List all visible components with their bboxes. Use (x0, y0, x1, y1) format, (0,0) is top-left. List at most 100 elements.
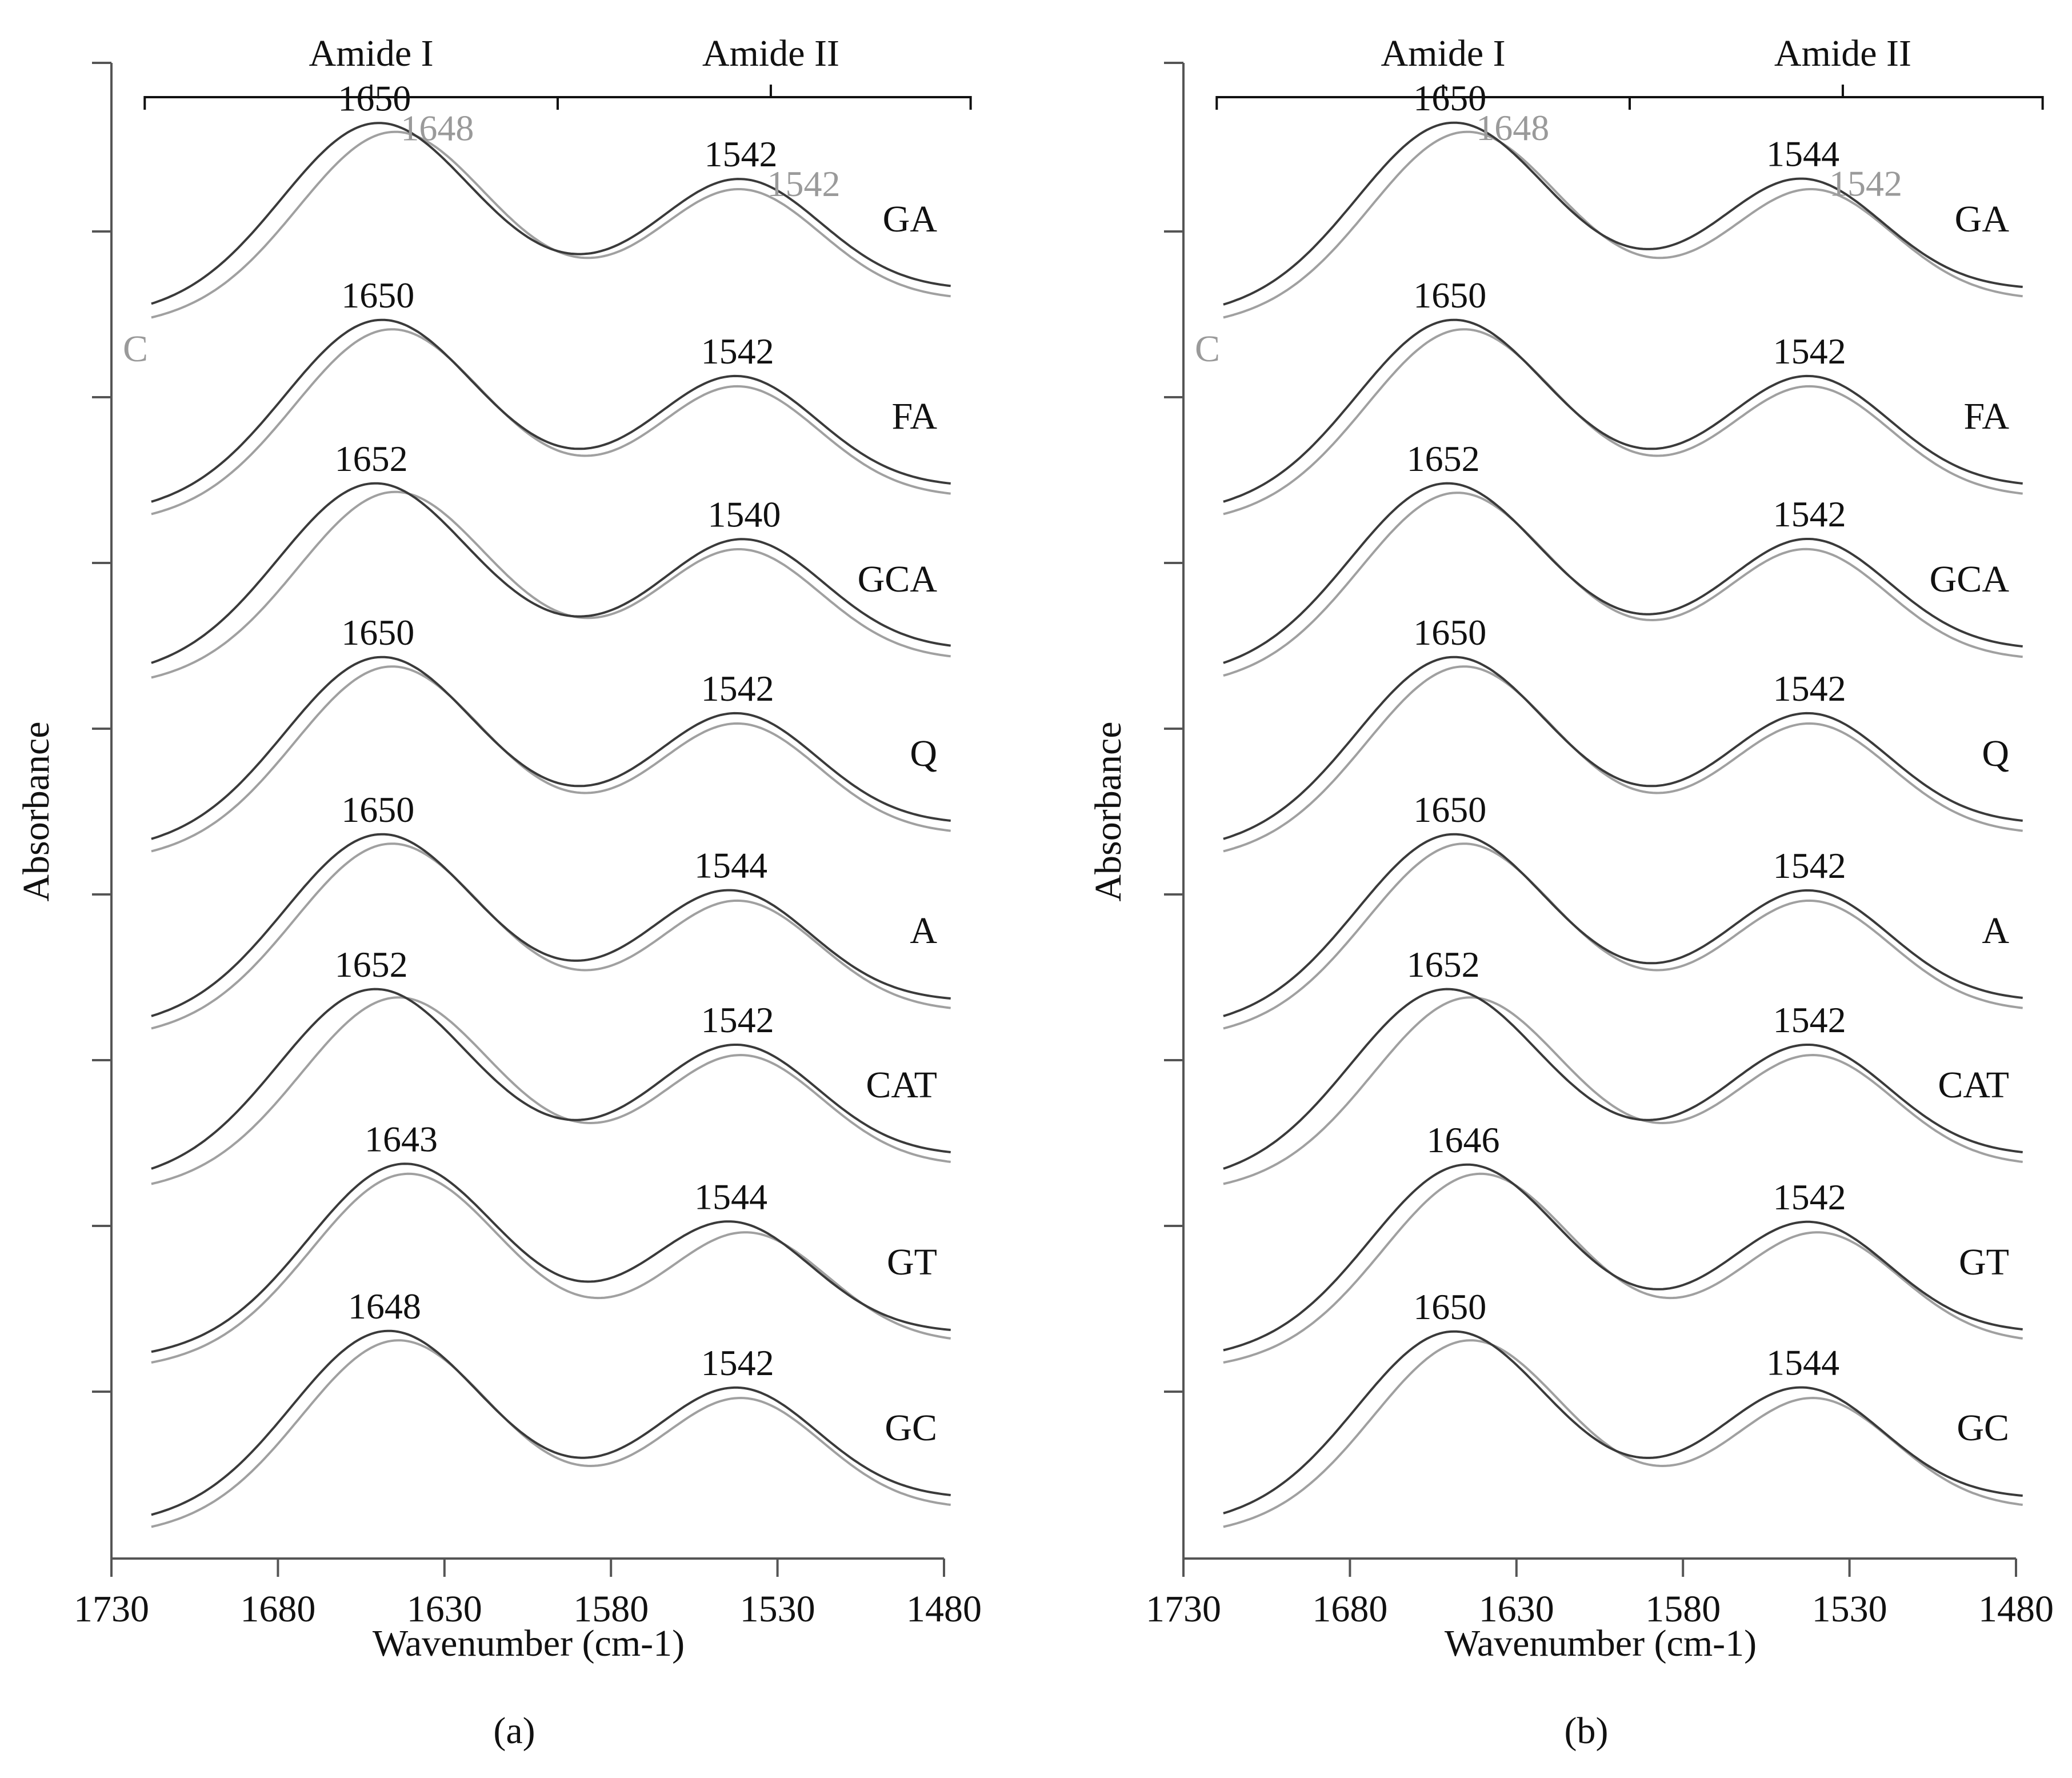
control-amide-I-peak-label: 1648 (401, 107, 474, 148)
sample-spectrum (151, 1162, 951, 1353)
control-spectrum (151, 842, 951, 1030)
trace-gt: GT 1646 1542 (1223, 1120, 2023, 1364)
region-bracket (1628, 96, 2044, 110)
control-spectrum (151, 328, 951, 516)
amide-I-peak-label: 1652 (335, 438, 408, 479)
trace-q: Q 1650 1542 (151, 612, 951, 853)
x-tick-label: 1480 (1978, 1588, 2054, 1630)
trace-ga: GA 1650 1542 1648 1542 (151, 78, 951, 319)
sample-spectrum (1223, 482, 2023, 664)
control-spectrum (1223, 665, 2023, 853)
amide-II-peak-label: 1542 (701, 331, 774, 371)
control-marker: C (123, 328, 148, 370)
trace-cat: CAT 1652 1542 (1223, 944, 2023, 1185)
sample-label: FA (1964, 395, 2010, 437)
amide-II-peak-label: 1542 (1773, 331, 1846, 371)
x-tick-label: 1530 (740, 1588, 815, 1630)
sample-spectrum (151, 318, 951, 503)
amide-II-peak-label: 1544 (1766, 1343, 1839, 1383)
x-tick-label: 1730 (1146, 1588, 1221, 1630)
control-spectrum (151, 1172, 951, 1364)
amide-I-peak-label: 1648 (348, 1286, 421, 1326)
x-tick-label: 1480 (906, 1588, 982, 1630)
amide-I-peak-label: 1650 (1413, 789, 1486, 830)
amide-I-peak-label: 1650 (1413, 275, 1486, 315)
panel-a: 1730 1680 1630 1580 1530 1480 Wavenumber (cm-1… (15, 33, 982, 1752)
amide-II-peak-label: 1542 (1773, 1177, 1846, 1217)
region-label: Amide I (1381, 33, 1506, 74)
sample-label: GC (885, 1407, 937, 1449)
sample-label: Q (910, 733, 937, 774)
amide-II-peak-label: 1542 (701, 1000, 774, 1040)
sample-label: GCA (858, 558, 938, 600)
trace-fa: FA 1650 1542 (151, 275, 951, 516)
trace-gt: GT 1643 1544 (151, 1119, 951, 1364)
trace-gca: GCA 1652 1542 (1223, 438, 2023, 677)
amide-I-peak-label: 1650 (338, 78, 411, 118)
control-spectrum (1223, 328, 2023, 516)
control-amide-II-peak-label: 1542 (1829, 163, 1902, 204)
control-amide-II-peak-label: 1542 (767, 163, 840, 204)
control-spectrum (1223, 842, 2023, 1030)
amide-II-peak-label: 1542 (701, 1343, 774, 1383)
amide-I-peak-label: 1652 (335, 944, 408, 985)
control-spectrum (1223, 1172, 2023, 1364)
control-spectrum (1223, 1339, 2023, 1528)
sample-spectrum (1223, 121, 2023, 306)
trace-fa: FA 1650 1542 (1223, 275, 2023, 516)
trace-q: Q 1650 1542 (1223, 612, 2023, 853)
amide-I-peak-label: 1650 (1413, 1286, 1486, 1327)
amide-I-peak-label: 1650 (341, 275, 414, 315)
x-tick-label: 1580 (1645, 1588, 1721, 1630)
panel-caption: (b) (1565, 1710, 1609, 1752)
control-spectrum (1223, 492, 2023, 677)
amide-I-peak-label: 1652 (1407, 438, 1480, 479)
sample-spectrum (151, 656, 951, 840)
region-bracket (556, 96, 972, 110)
amide-II-peak-label: 1542 (1773, 668, 1846, 709)
region-label: Amide II (1774, 33, 1911, 74)
sample-label: A (910, 910, 937, 952)
y-axis-title: Absorbance (15, 721, 57, 901)
x-tick-label: 1530 (1812, 1588, 1887, 1630)
amide-II-peak-label: 1544 (1766, 134, 1839, 174)
amide-II-peak-label: 1544 (694, 1176, 767, 1217)
x-tick-label: 1630 (1479, 1588, 1554, 1630)
sample-spectrum (1223, 656, 2023, 840)
panel-b: 1730 1680 1630 1580 1530 1480 Wavenumber (cm-1… (1087, 33, 2054, 1752)
control-spectrum (1223, 996, 2023, 1185)
trace-ga: GA 1650 1544 1648 1542 (1223, 78, 2023, 319)
sample-label: FA (892, 395, 938, 437)
trace-a: A 1650 1542 (1223, 789, 2023, 1030)
control-marker: C (1195, 328, 1220, 370)
trace-gc: GC 1648 1542 (151, 1286, 951, 1528)
sample-spectrum (151, 1329, 951, 1516)
sample-spectrum (151, 988, 951, 1170)
x-axis-title: Wavenumber (cm-1) (373, 1623, 685, 1664)
sample-spectrum (1223, 988, 2023, 1170)
amide-II-peak-label: 1542 (1773, 494, 1846, 534)
sample-label: GT (1959, 1241, 2009, 1283)
amide-II-peak-label: 1544 (694, 845, 767, 886)
sample-label: GC (1957, 1407, 2009, 1449)
x-axis-title: Wavenumber (cm-1) (1445, 1623, 1757, 1664)
amide-I-peak-label: 1643 (365, 1119, 438, 1160)
trace-gca: GCA 1652 1540 (151, 438, 951, 679)
amide-I-peak-label: 1650 (1413, 78, 1486, 118)
sample-label: CAT (1938, 1064, 2009, 1106)
trace-gc: GC 1650 1544 (1223, 1286, 2023, 1528)
control-spectrum (151, 996, 951, 1185)
amide-II-peak-label: 1542 (701, 668, 774, 709)
trace-a: A 1650 1544 (151, 789, 951, 1030)
sample-label: CAT (866, 1064, 937, 1106)
amide-II-peak-label: 1540 (707, 494, 781, 534)
amide-I-peak-label: 1646 (1427, 1120, 1500, 1160)
x-tick-label: 1730 (74, 1588, 149, 1630)
control-spectrum (151, 1339, 951, 1528)
panel-caption: (a) (493, 1710, 535, 1752)
sample-spectrum (151, 122, 951, 305)
amide-II-peak-label: 1542 (1773, 845, 1846, 886)
y-axis-title: Absorbance (1087, 721, 1129, 901)
sample-label: GA (883, 198, 938, 240)
